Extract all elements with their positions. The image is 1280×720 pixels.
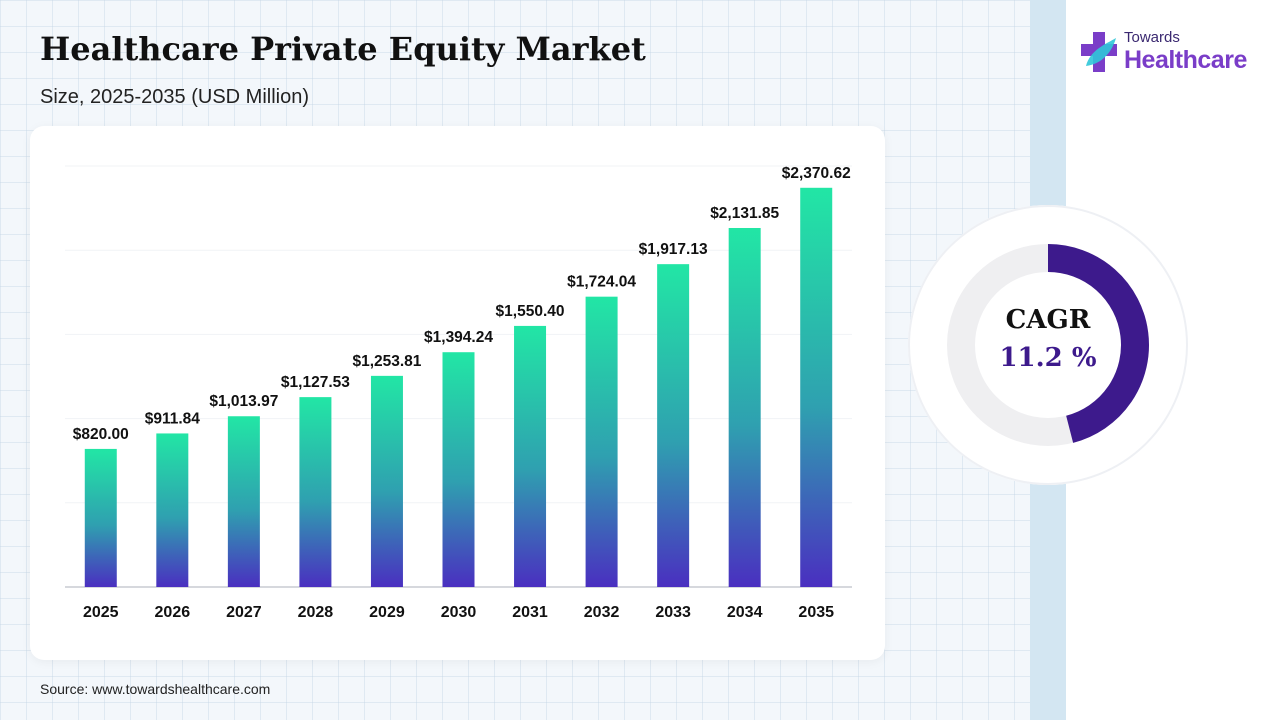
bar-2034 xyxy=(728,227,761,587)
bar-2026 xyxy=(156,433,189,587)
bar-2030 xyxy=(442,352,475,587)
cagr-widget: CAGR 11.2 % xyxy=(908,205,1188,485)
bar-2025 xyxy=(84,448,117,587)
x-tick-label: 2029 xyxy=(369,604,405,621)
bar-2031 xyxy=(514,325,547,587)
medical-cross-leaf-icon xyxy=(1081,32,1117,72)
bar-chart: $820.00 $911.84 $1,013.97$1,127.53$1,253.8… xyxy=(65,165,852,621)
cagr-value: 11.2 % xyxy=(999,343,1097,373)
cagr-label: CAGR xyxy=(1005,305,1091,335)
data-label: $820.00 xyxy=(73,426,129,443)
data-label: $2,131.85 xyxy=(710,205,779,222)
x-tick-label: 2026 xyxy=(155,604,191,621)
x-tick-label: 2027 xyxy=(226,604,262,621)
cagr-donut xyxy=(908,205,1188,485)
x-tick-label: 2030 xyxy=(441,604,477,621)
x-tick-label: 2035 xyxy=(798,604,834,621)
data-label: $1,550.40 xyxy=(496,303,565,320)
data-label: $1,724.04 xyxy=(567,274,636,291)
brand-top-text: Towards xyxy=(1124,29,1180,46)
x-tick-label: 2034 xyxy=(727,604,763,621)
data-label: $911.84 xyxy=(145,410,201,427)
cagr-progress-arc xyxy=(1047,244,1149,443)
data-label: $1,253.81 xyxy=(352,353,421,370)
bar-2028 xyxy=(299,397,332,587)
x-tick-label: 2028 xyxy=(298,604,334,621)
data-label: $1,394.24 xyxy=(424,329,493,346)
x-tick-label: 2025 xyxy=(83,604,119,621)
source-note: Source: www.towardshealthcare.com xyxy=(40,681,271,697)
page-subtitle: Size, 2025-2035 (USD Million) xyxy=(40,86,310,108)
bar-2035 xyxy=(800,187,833,587)
x-tick-label: 2032 xyxy=(584,604,620,621)
x-tick-label: 2031 xyxy=(512,604,548,621)
x-tick-label: 2033 xyxy=(655,604,691,621)
data-label: $1,917.13 xyxy=(639,241,708,258)
data-label: $1,127.53 xyxy=(281,374,350,391)
page-title: Healthcare Private Equity Market xyxy=(40,30,646,68)
chart-card: $820.00 $911.84 $1,013.97 $1,127.53 $1,253.8… xyxy=(30,126,885,660)
bar-2029 xyxy=(370,375,403,587)
bar-2033 xyxy=(657,264,690,587)
brand-logo: Towards Healthcare xyxy=(1080,28,1260,76)
bar-2032 xyxy=(585,296,618,587)
data-label: $1,013.97 xyxy=(209,393,278,410)
data-label: $2,370.62 xyxy=(782,165,851,182)
bar-2027 xyxy=(227,416,260,587)
brand-name: Healthcare xyxy=(1124,46,1247,74)
